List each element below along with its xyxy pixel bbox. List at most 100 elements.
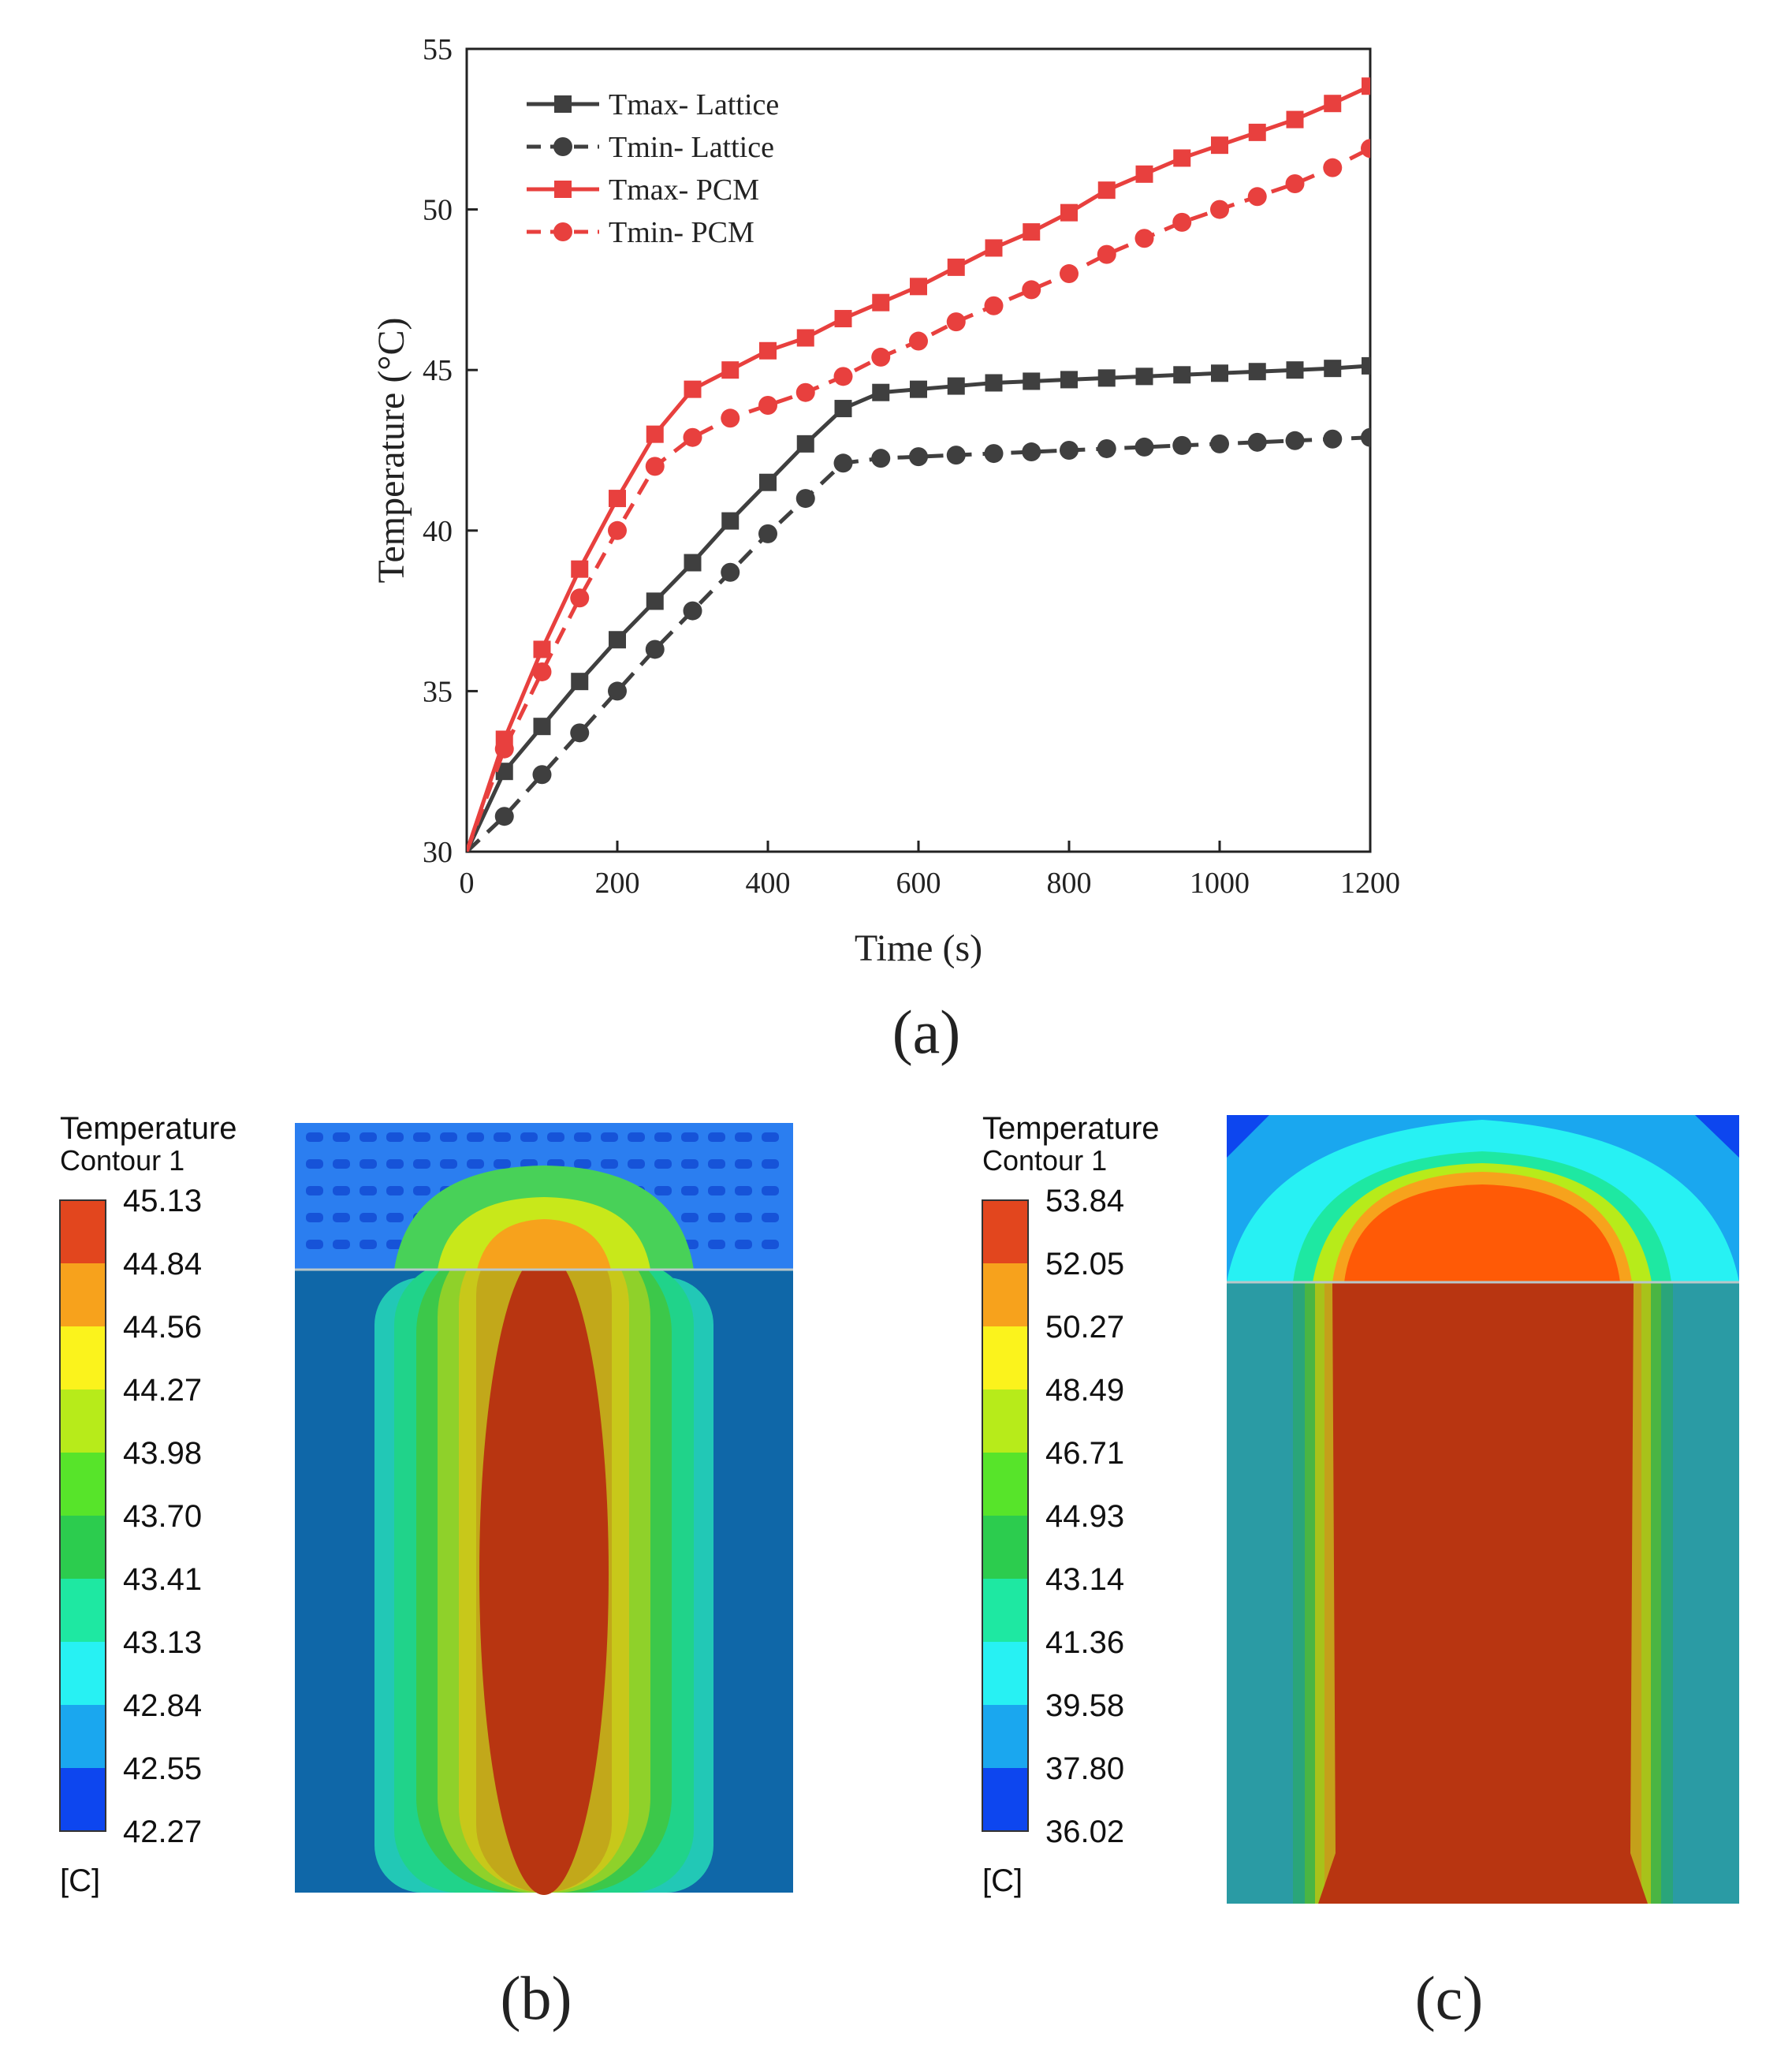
colorbar-level: 43.13: [123, 1625, 202, 1660]
data-point: [571, 560, 589, 578]
lattice-hole: [735, 1159, 752, 1169]
lattice-hole: [735, 1132, 752, 1142]
colorbar-level: 39.58: [1045, 1688, 1124, 1723]
data-point: [872, 293, 890, 311]
data-point: [871, 449, 891, 468]
lattice-hole: [333, 1132, 350, 1142]
lattice-hole: [360, 1186, 377, 1195]
colorbar-level: 36.02: [1045, 1815, 1124, 1849]
lattice-hole: [762, 1159, 779, 1169]
x-tick-label: 0: [460, 867, 475, 900]
x-tick-label: 200: [595, 867, 640, 900]
series-tmin-pcm: [467, 139, 1370, 852]
lattice-hole: [306, 1213, 323, 1222]
y-tick-label: 50: [423, 194, 453, 227]
colorbar-level: 53.84: [1045, 1184, 1124, 1218]
legend-entry: Tmin- PCM: [527, 216, 754, 249]
y-axis-label: Temperature (°C): [371, 317, 412, 583]
colorbar-swatch: [60, 1768, 106, 1831]
data-point: [533, 640, 551, 658]
data-point: [984, 296, 1004, 315]
legend-entry: Tmin- Lattice: [527, 131, 774, 164]
data-point: [645, 640, 665, 659]
colorbar-border: [59, 1199, 106, 1832]
data-point: [759, 341, 777, 360]
data-point: [533, 718, 551, 736]
data-point: [1097, 181, 1116, 200]
data-point: [570, 723, 590, 743]
data-point: [494, 739, 514, 759]
lattice-hole: [360, 1132, 377, 1142]
data-point: [532, 765, 552, 785]
lattice-hole: [708, 1159, 725, 1169]
lattice-hole: [333, 1159, 350, 1169]
data-point: [1247, 432, 1267, 452]
data-point: [683, 427, 702, 447]
data-point: [1097, 369, 1116, 387]
colorbar-level: 42.27: [123, 1815, 202, 1849]
data-point: [721, 408, 740, 428]
data-point: [609, 631, 626, 649]
data-point: [1323, 429, 1343, 449]
data-point: [1060, 441, 1079, 460]
contour-panel-pcm: Temperature Contour 1 53.84 52.05 50.27 48.…: [982, 1111, 1739, 2032]
line-chart-panel: 0 200 400 600 800 1000 1200 30 35 40 45 50 55 Tmax- …: [371, 33, 1400, 1066]
colorbar-level: 48.49: [1045, 1373, 1124, 1408]
lattice-hole: [386, 1213, 404, 1222]
lattice-hole: [306, 1159, 323, 1169]
lattice-hole: [306, 1132, 323, 1142]
panel-label-a: (a): [892, 998, 961, 1066]
data-point: [1060, 264, 1079, 284]
cap-band-inner: [477, 1219, 611, 1270]
data-point: [645, 457, 665, 476]
data-point: [1172, 212, 1192, 232]
data-point: [1023, 223, 1041, 241]
panel-label-c: (c): [1415, 1964, 1484, 2032]
data-point: [1211, 364, 1228, 382]
data-point: [1248, 123, 1266, 141]
colorbar: 45.13 44.84 44.56 44.27 43.98 43.70 43.41 43.13…: [59, 1184, 202, 1849]
data-point: [834, 400, 852, 418]
colorbar-level: 50.27: [1045, 1310, 1124, 1345]
colorbar-level: 43.70: [123, 1499, 202, 1534]
data-point: [1248, 363, 1266, 381]
lattice-hole: [333, 1186, 350, 1195]
data-point: [1023, 372, 1041, 390]
series-tmax-lattice: [467, 356, 1370, 852]
y-tick-label: 30: [423, 836, 453, 869]
lattice-hole: [654, 1159, 672, 1169]
x-tick-label: 800: [1047, 867, 1092, 900]
data-point: [910, 380, 927, 398]
lattice-hole: [494, 1132, 511, 1142]
lattice-hole: [360, 1159, 377, 1169]
colorbar-level: 44.56: [123, 1310, 202, 1345]
lattice-hole: [762, 1240, 779, 1249]
lattice-hole: [708, 1240, 725, 1249]
series-line: [467, 84, 1370, 852]
lattice-hole: [735, 1240, 752, 1249]
x-tick-label: 600: [896, 867, 941, 900]
data-point: [947, 377, 965, 395]
y-tick-label: 40: [423, 515, 453, 548]
data-point: [758, 524, 777, 543]
data-point: [532, 662, 552, 681]
data-point: [796, 435, 814, 453]
legend-label: Tmax- Lattice: [609, 88, 779, 121]
lattice-hole: [681, 1132, 699, 1142]
colorbar-swatch: [982, 1389, 1028, 1453]
data-point: [608, 681, 627, 701]
lattice-hole: [601, 1132, 618, 1142]
data-point: [1022, 442, 1041, 462]
colorbar-swatch: [60, 1705, 106, 1768]
data-point: [608, 520, 627, 540]
lattice-hole: [386, 1132, 404, 1142]
data-point: [946, 312, 966, 332]
data-point: [834, 310, 852, 328]
lattice-hole: [413, 1132, 430, 1142]
legend-subtitle: Contour 1: [60, 1144, 184, 1177]
data-point: [833, 367, 853, 386]
data-point: [1323, 158, 1343, 177]
unit-label: [C]: [982, 1863, 1023, 1898]
data-point: [646, 592, 664, 610]
